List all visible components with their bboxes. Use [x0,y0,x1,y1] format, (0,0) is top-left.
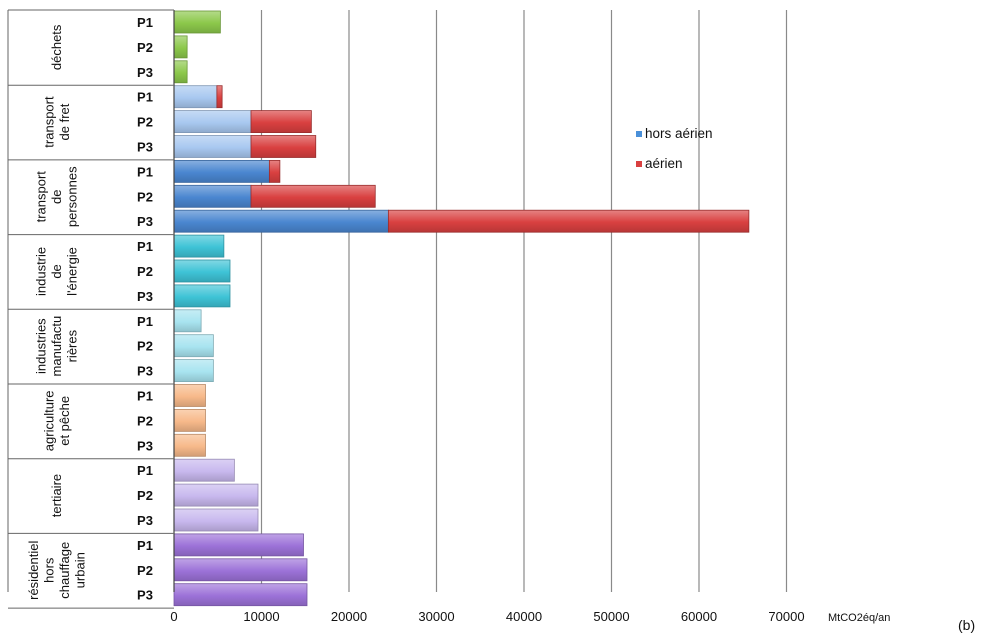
bar-category-label: P3 [137,140,153,155]
x-tick-label: 20000 [331,609,367,624]
bar-hors-aerien [173,234,225,258]
x-tick-label: 10000 [243,609,279,624]
group-label: tertiaire [49,474,64,517]
bar-hors-aerien [173,259,231,283]
bar-hors-aerien [173,135,252,158]
bar-category-label: P2 [137,339,153,354]
bar-category-label: P2 [137,488,153,503]
bar-category-label: P1 [137,389,153,404]
bar-category-label: P1 [137,15,153,30]
group-label: industriesmanufacturières [34,316,80,377]
bar-hors-aerien [173,309,202,333]
bar-hors-aerien [173,483,259,507]
bar-category-label: P1 [137,314,153,329]
bar-category-label: P2 [137,563,153,578]
bar-aerien [387,209,750,233]
labels-layer: 0 10000 20000 30000 40000 50000 60000 70000 P1 P2… [26,15,805,624]
x-tick-label: 30000 [418,609,454,624]
x-tick-label: 40000 [506,609,542,624]
bar-category-label: P2 [137,40,153,55]
group-label: transportde fret [41,96,72,148]
legend: hors aérien aérien [636,126,713,171]
x-tick-label: 70000 [768,609,804,624]
bar-category-label: P2 [137,413,153,428]
bar-hors-aerien [173,209,389,233]
bar-category-label: P1 [137,239,153,254]
bar-aerien [250,184,376,208]
legend-swatch [636,131,642,137]
bar-category-label: P2 [137,115,153,130]
bar-hors-aerien [173,60,188,84]
bar-hors-aerien [173,533,304,557]
legend-swatch [636,161,642,167]
bar-category-label: P2 [137,264,153,279]
group-label: transportdepersonnes [34,166,80,227]
bar-hors-aerien [173,35,188,59]
bar-category-label: P3 [137,438,153,453]
bar-category-label: P3 [137,513,153,528]
bar-hors-aerien [173,433,206,457]
bar-hors-aerien [173,583,308,607]
x-tick-label: 60000 [681,609,717,624]
bar-category-label: P2 [137,189,153,204]
x-unit-label: MtCO2éq/an [828,612,890,624]
panel-tag: (b) [958,617,975,633]
bar-category-label: P3 [137,588,153,603]
x-tick-label: 50000 [593,609,629,624]
bar-aerien [268,159,281,183]
bars-layer [173,10,750,607]
bar-hors-aerien [173,359,214,383]
bar-hors-aerien [173,458,235,482]
group-label: déchets [49,24,64,70]
bar-hors-aerien [173,408,206,432]
grid-layer [260,10,788,592]
bar-hors-aerien [173,184,252,208]
bar-aerien [250,135,317,158]
bar-category-label: P1 [137,164,153,179]
bar-aerien [216,85,223,109]
group-label: industriedel'énergie [34,247,80,296]
bar-category-label: P3 [137,289,153,304]
bar-hors-aerien [173,334,214,358]
bar-hors-aerien [173,10,221,34]
bar-aerien [250,110,312,133]
bar-category-label: P3 [137,214,153,229]
bar-hors-aerien [173,508,259,532]
bar-hors-aerien [173,159,270,183]
bar-category-label: P1 [137,463,153,478]
bar-hors-aerien [173,284,231,308]
bar-hors-aerien [173,110,252,133]
group-label: résidentielhorschauffageurbain [26,541,88,600]
x-tick-label: 0 [170,609,177,624]
legend-label: aérien [645,156,683,171]
bar-hors-aerien [173,558,308,582]
bar-category-label: P3 [137,65,153,80]
legend-label: hors aérien [645,126,713,141]
bar-category-label: P3 [137,364,153,379]
axes-layer [7,9,175,609]
group-label: agricultureet pêche [41,390,72,451]
bar-category-label: P1 [137,90,153,105]
bar-category-label: P1 [137,538,153,553]
bar-hors-aerien [173,85,218,109]
bar-hors-aerien [173,384,206,407]
